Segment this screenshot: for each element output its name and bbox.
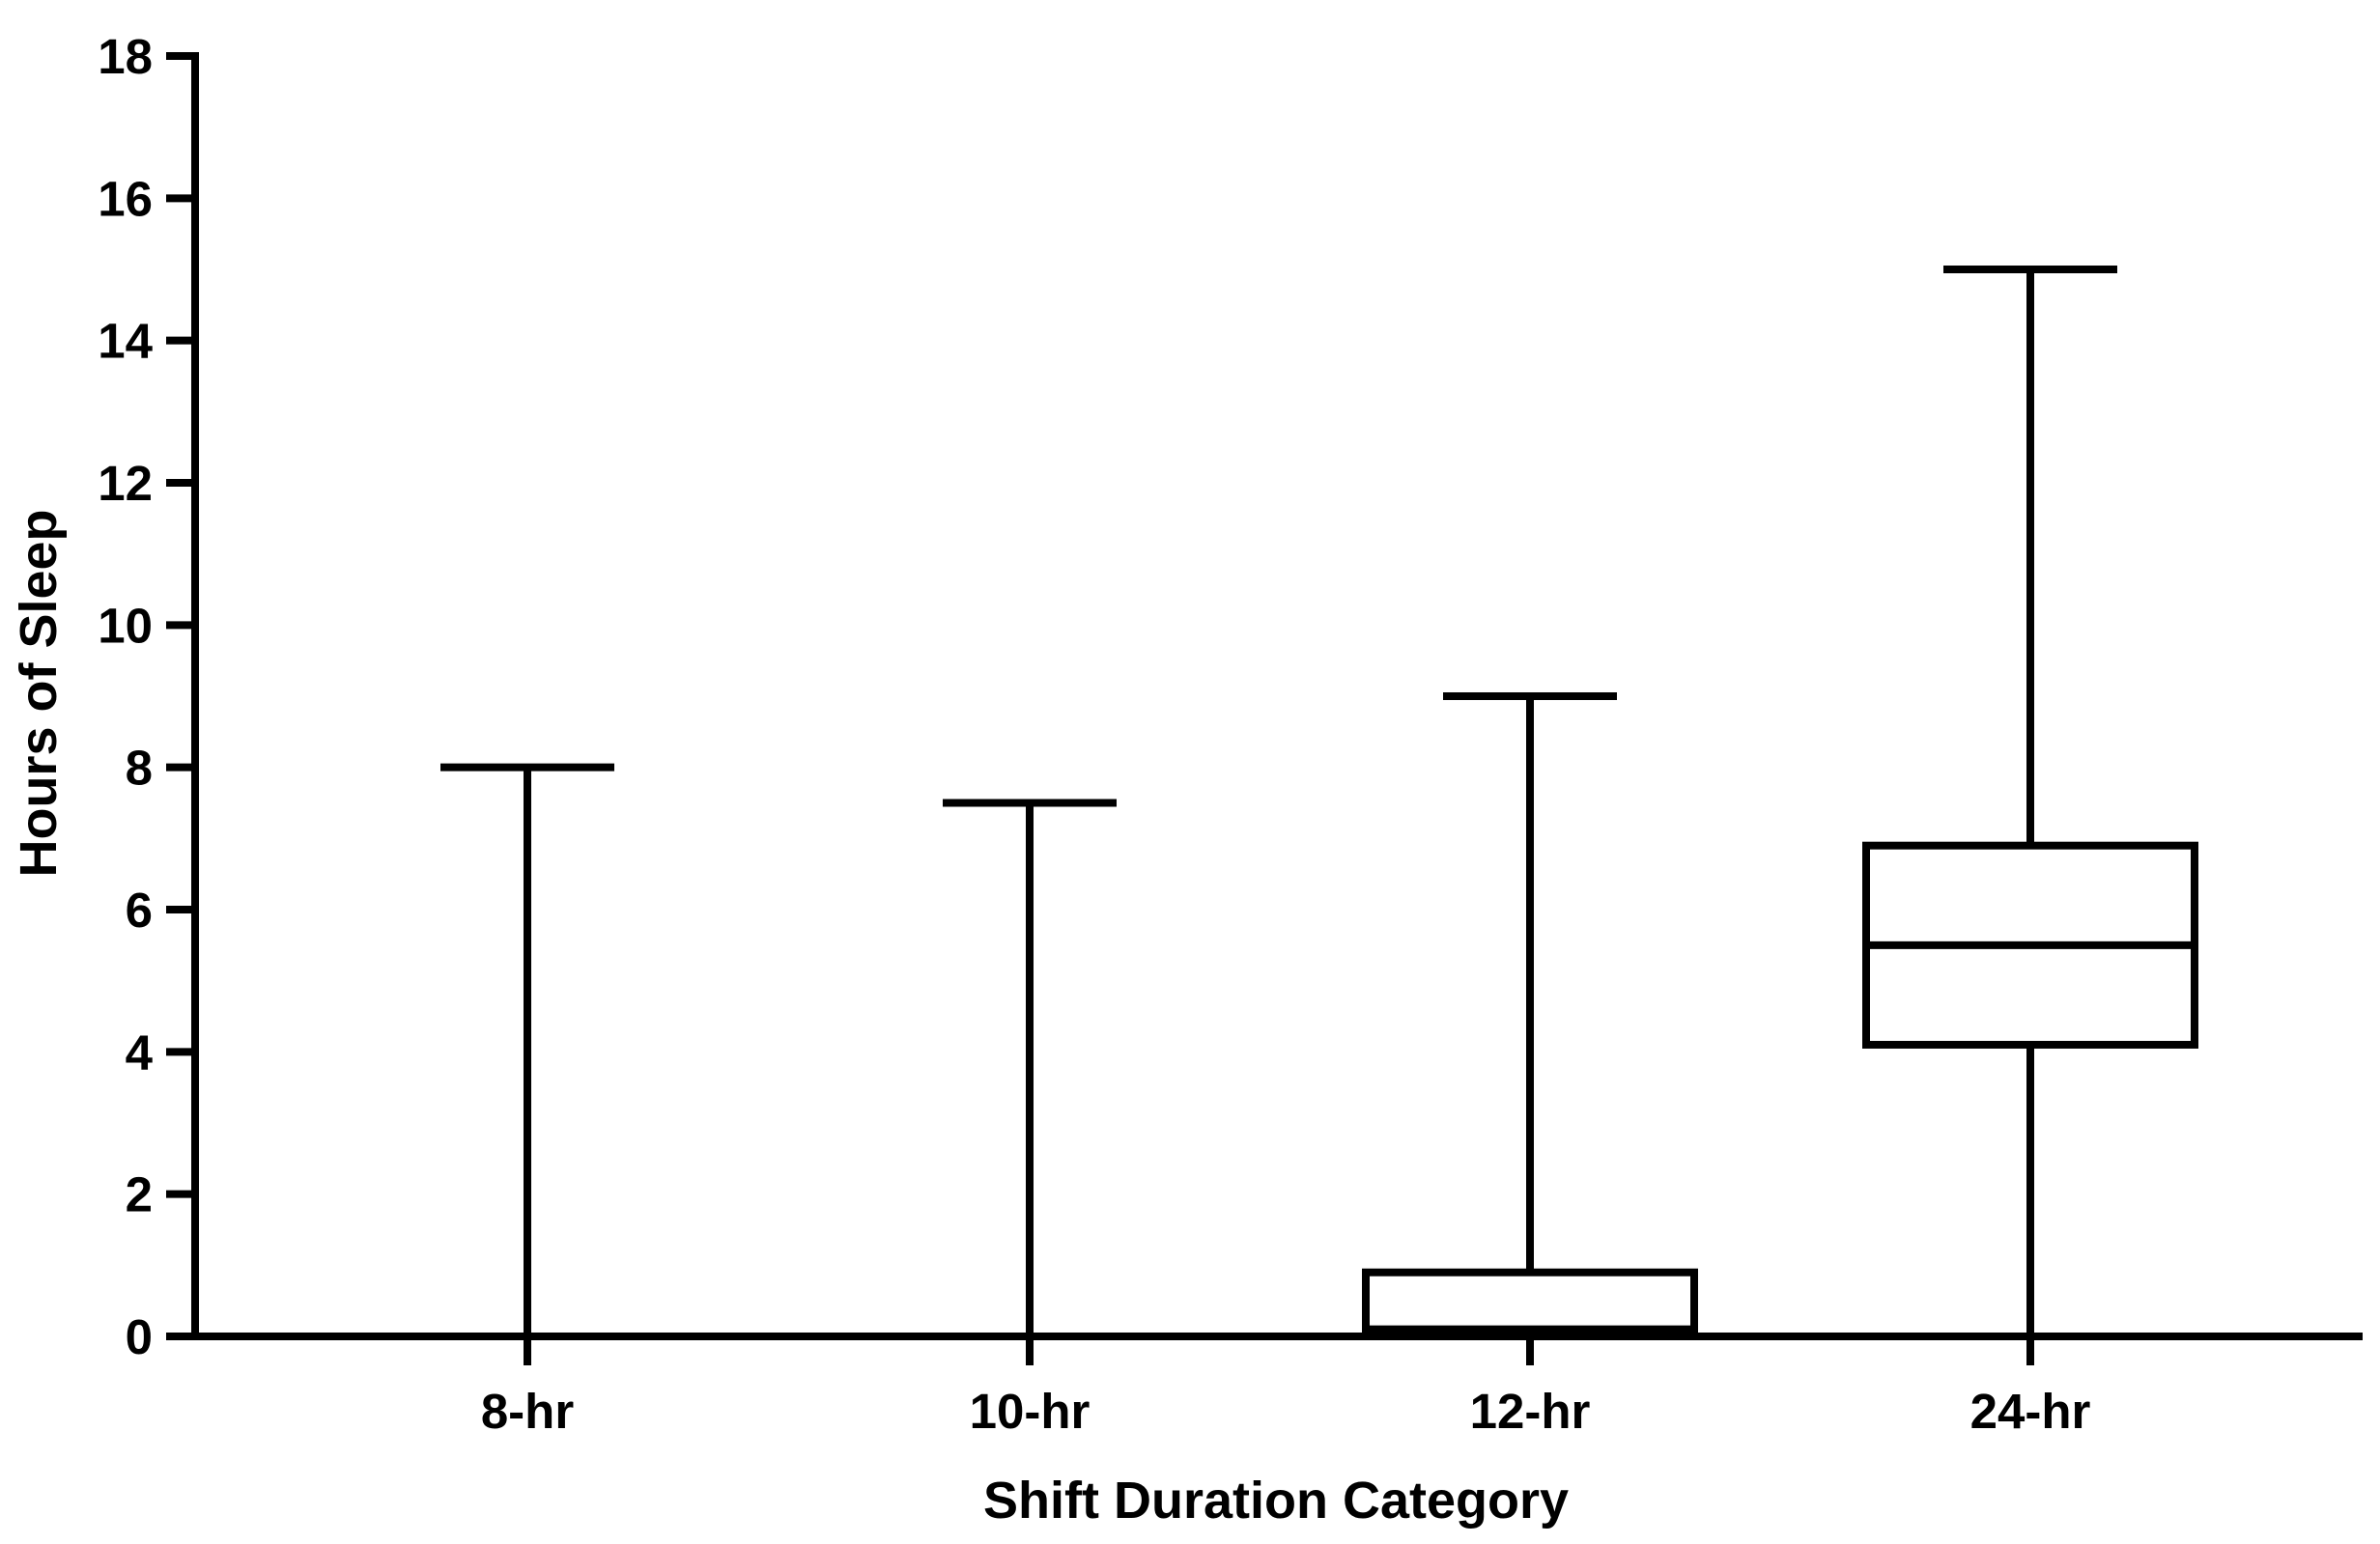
y-tick-label: 4 xyxy=(126,1025,154,1080)
x-tick-label: 8-hr xyxy=(481,1384,575,1439)
box-10-hr xyxy=(943,799,1117,1336)
y-tick-label: 14 xyxy=(98,314,153,369)
box-24-hr xyxy=(1862,266,2198,1336)
y-tick-label: 8 xyxy=(126,741,153,796)
y-tick-label: 10 xyxy=(98,598,153,653)
y-axis: 0 2 4 6 8 10 12 14 16 18 xyxy=(98,29,199,1364)
y-tick-label: 12 xyxy=(98,456,153,511)
x-tick-label: 10-hr xyxy=(970,1384,1091,1439)
y-tick-label: 6 xyxy=(126,883,153,938)
x-axis: 8-hr 10-hr 12-hr 24-hr xyxy=(191,1333,2363,1439)
box-body xyxy=(1362,1268,1698,1333)
box-12-hr xyxy=(1362,692,1698,1336)
y-axis-title: Hours of Sleep xyxy=(10,509,68,877)
x-tick-label: 12-hr xyxy=(1470,1384,1591,1439)
y-tick-label: 0 xyxy=(126,1309,153,1364)
y-tick-label: 16 xyxy=(98,171,153,226)
box-8-hr xyxy=(440,763,614,1336)
boxes-layer xyxy=(440,266,2198,1336)
x-tick-label: 24-hr xyxy=(1970,1384,2091,1439)
y-tick-label: 18 xyxy=(98,29,153,84)
y-tick-label: 2 xyxy=(126,1167,153,1222)
x-axis-title: Shift Duration Category xyxy=(983,1472,1569,1530)
